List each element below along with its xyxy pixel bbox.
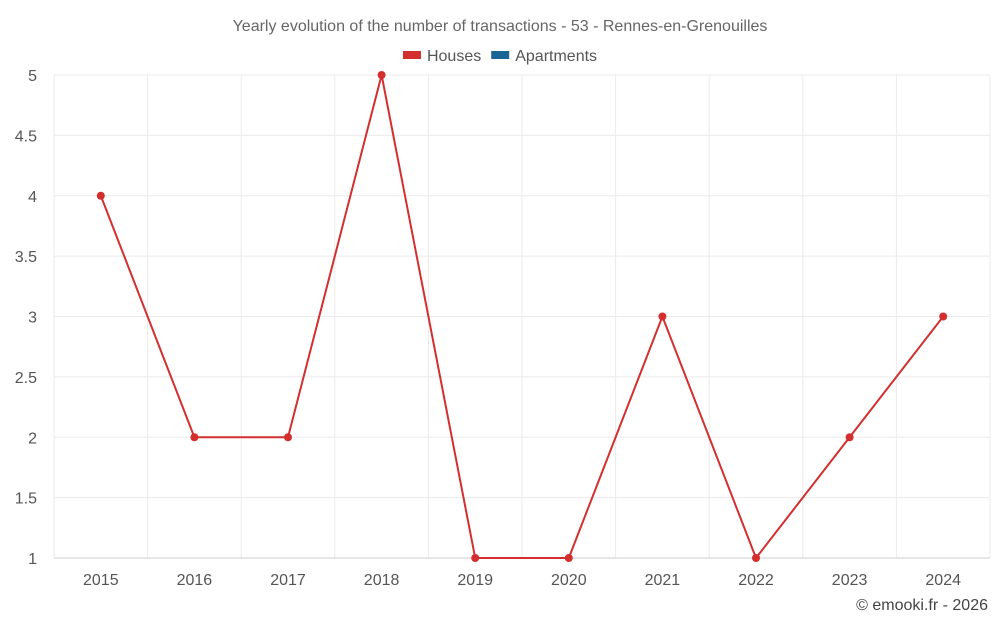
legend-swatch	[491, 51, 510, 59]
y-tick-label: 5	[28, 68, 37, 85]
data-point[interactable]	[845, 433, 854, 442]
x-tick-label: 2022	[738, 572, 774, 589]
legend-label: Houses	[427, 48, 481, 65]
grid	[53, 74, 991, 559]
legend-item-houses[interactable]: Houses	[402, 48, 481, 65]
y-tick-label: 2.5	[15, 370, 37, 387]
y-tick-label: 1.5	[15, 491, 37, 508]
data-point[interactable]	[284, 433, 292, 442]
data-point[interactable]	[752, 554, 760, 562]
legend-label: Apartments	[515, 48, 597, 65]
x-tick-label: 2015	[83, 572, 119, 589]
x-tick-label: 2017	[270, 572, 306, 589]
y-tick-label: 1	[28, 551, 37, 568]
data-point[interactable]	[96, 191, 105, 200]
x-tick-label: 2020	[551, 572, 587, 589]
x-tick-label: 2021	[645, 572, 681, 589]
credit-text: © emooki.fr - 2026	[856, 597, 988, 614]
x-tick-label: 2019	[457, 572, 493, 589]
data-point[interactable]	[190, 433, 199, 442]
y-tick-label: 2	[28, 430, 37, 447]
y-tick-label: 4	[28, 189, 37, 206]
y-tick-label: 3.5	[15, 249, 37, 266]
legend[interactable]: Houses Apartments	[402, 48, 597, 65]
x-axis: 2015 2016 2017 2018 2019 2020 2021 2022 2023 2024	[83, 572, 961, 589]
chart-title: Yearly evolution of the number of transa…	[233, 18, 768, 35]
y-tick-label: 3	[28, 310, 37, 327]
x-tick-label: 2016	[177, 572, 213, 589]
x-tick-label: 2024	[925, 572, 961, 589]
x-tick-label: 2023	[832, 572, 868, 589]
data-point[interactable]	[471, 554, 480, 562]
data-point[interactable]	[658, 312, 667, 321]
legend-item-apartments[interactable]: Apartments	[491, 48, 597, 65]
data-point[interactable]	[377, 71, 386, 79]
series-layer	[96, 71, 948, 562]
data-point[interactable]	[564, 554, 573, 562]
legend-swatch	[402, 51, 421, 59]
y-axis: 1 1.5 2 2.5 3 3.5 4 4.5 5	[15, 68, 37, 568]
data-point[interactable]	[939, 312, 948, 321]
x-tick-label: 2018	[364, 572, 400, 589]
series-line-houses	[99, 74, 944, 561]
y-tick-label: 4.5	[15, 128, 37, 145]
